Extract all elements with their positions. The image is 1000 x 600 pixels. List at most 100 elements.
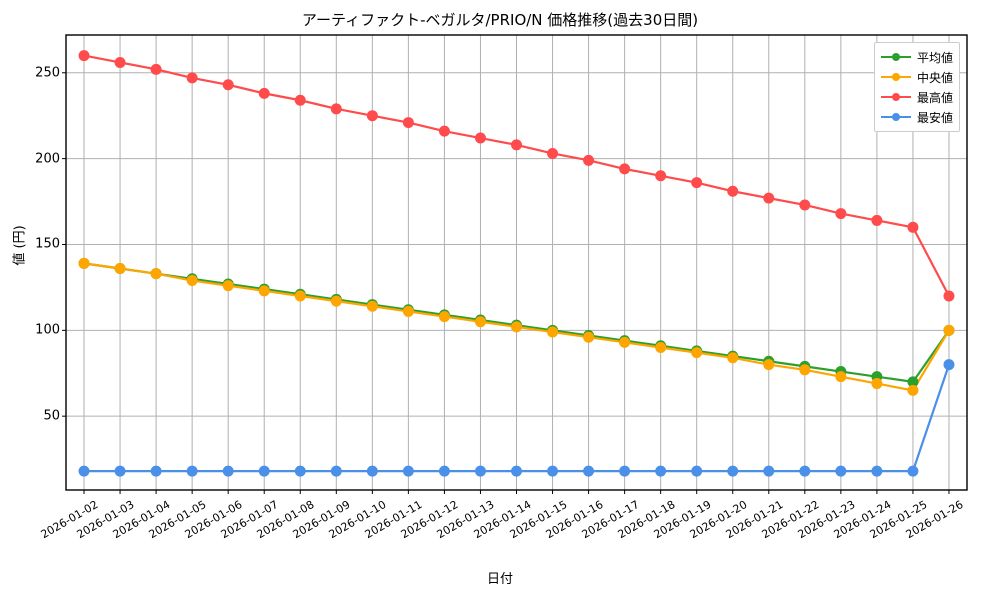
data-point-marker — [511, 139, 522, 151]
data-point-marker — [619, 336, 631, 348]
data-point-marker — [150, 268, 162, 280]
data-point-marker — [150, 63, 162, 75]
data-point-marker — [691, 347, 703, 359]
data-point-marker — [727, 352, 739, 364]
data-point-marker — [835, 465, 847, 477]
legend-marker-icon — [880, 70, 911, 84]
data-point-marker — [330, 465, 342, 477]
data-point-marker — [655, 465, 667, 477]
data-point-marker — [438, 311, 450, 323]
data-point-marker — [78, 257, 90, 269]
data-point-marker — [799, 465, 811, 477]
data-point-marker — [474, 465, 486, 477]
y-tick-label: 250 — [35, 65, 60, 81]
data-point-marker — [114, 263, 126, 275]
data-point-marker — [222, 79, 234, 91]
data-point-marker — [330, 295, 342, 307]
legend-label: 平均値 — [916, 50, 953, 65]
data-point-marker — [438, 465, 450, 477]
x-axis-label: 日付 — [486, 572, 513, 587]
data-point-marker — [619, 465, 631, 477]
data-point-marker — [258, 465, 270, 477]
legend-label: 中央値 — [916, 70, 953, 85]
data-point-marker — [222, 465, 234, 477]
data-point-marker — [150, 465, 162, 477]
data-point-marker — [222, 280, 234, 292]
legend-entry[interactable]: 中央値 — [880, 67, 953, 87]
data-point-marker — [871, 214, 883, 226]
data-point-marker — [763, 192, 775, 204]
data-point-marker — [583, 331, 595, 343]
data-point-marker — [691, 177, 703, 189]
data-point-marker — [511, 321, 522, 333]
data-point-marker — [114, 465, 126, 477]
data-point-marker — [402, 305, 414, 317]
data-point-marker — [619, 163, 631, 175]
legend-entry[interactable]: 最安値 — [880, 107, 953, 127]
data-point-marker — [330, 103, 342, 115]
data-point-marker — [799, 199, 811, 211]
data-point-marker — [186, 465, 198, 477]
legend-marker-icon — [880, 90, 911, 104]
legend-dot-icon — [891, 113, 900, 121]
data-point-marker — [763, 359, 775, 371]
data-point-marker — [583, 154, 595, 166]
data-point-marker — [763, 465, 775, 477]
data-point-marker — [474, 316, 486, 328]
data-point-marker — [511, 465, 522, 477]
data-point-marker — [294, 94, 306, 106]
data-point-marker — [474, 132, 486, 144]
data-point-marker — [799, 364, 811, 376]
data-point-marker — [366, 300, 378, 312]
legend-entry[interactable]: 平均値 — [880, 47, 953, 67]
data-point-marker — [258, 285, 270, 297]
data-point-marker — [78, 50, 90, 62]
data-point-marker — [438, 125, 450, 137]
chart-title: アーティファクト-ベガルタ/PRIO/N 価格推移(過去30日間) — [301, 11, 699, 29]
legend-marker-icon — [880, 50, 911, 64]
data-point-marker — [402, 465, 414, 477]
data-point-marker — [907, 384, 919, 396]
data-point-marker — [114, 56, 126, 68]
data-point-marker — [366, 465, 378, 477]
data-point-marker — [258, 87, 270, 99]
data-point-marker — [907, 221, 919, 233]
data-point-marker — [402, 117, 414, 129]
data-point-marker — [547, 147, 559, 159]
data-point-marker — [943, 290, 955, 302]
data-point-marker — [727, 185, 739, 197]
y-tick-label: 150 — [35, 236, 60, 252]
data-point-marker — [547, 465, 559, 477]
legend-entry[interactable]: 最高値 — [880, 87, 953, 107]
data-point-marker — [294, 465, 306, 477]
axes-spines — [65, 34, 968, 491]
data-point-marker — [691, 465, 703, 477]
y-axis-tick-labels: 50 100 150 200 250 — [12, 0, 60, 600]
y-tick-label: 50 — [43, 408, 60, 424]
legend-label: 最安値 — [916, 110, 953, 125]
data-point-marker — [186, 72, 198, 84]
data-point-marker — [835, 208, 847, 220]
data-point-marker — [186, 275, 198, 287]
y-tick-label: 100 — [35, 322, 60, 338]
legend-marker-icon — [880, 110, 911, 124]
data-point-marker — [655, 170, 667, 182]
data-point-marker — [547, 326, 559, 338]
data-point-marker — [583, 465, 595, 477]
data-point-marker — [871, 465, 883, 477]
data-point-marker — [835, 371, 847, 383]
legend-label: 最高値 — [916, 90, 953, 105]
data-point-marker — [78, 465, 90, 477]
chart-legend: 平均値中央値最高値最安値 — [873, 42, 960, 132]
data-point-marker — [871, 378, 883, 390]
data-point-marker — [366, 110, 378, 122]
legend-dot-icon — [891, 73, 900, 81]
data-point-marker — [943, 324, 955, 336]
data-point-marker — [727, 465, 739, 477]
data-point-marker — [655, 341, 667, 353]
y-tick-label: 200 — [35, 151, 60, 167]
data-point-marker — [943, 359, 955, 371]
legend-dot-icon — [891, 53, 900, 61]
